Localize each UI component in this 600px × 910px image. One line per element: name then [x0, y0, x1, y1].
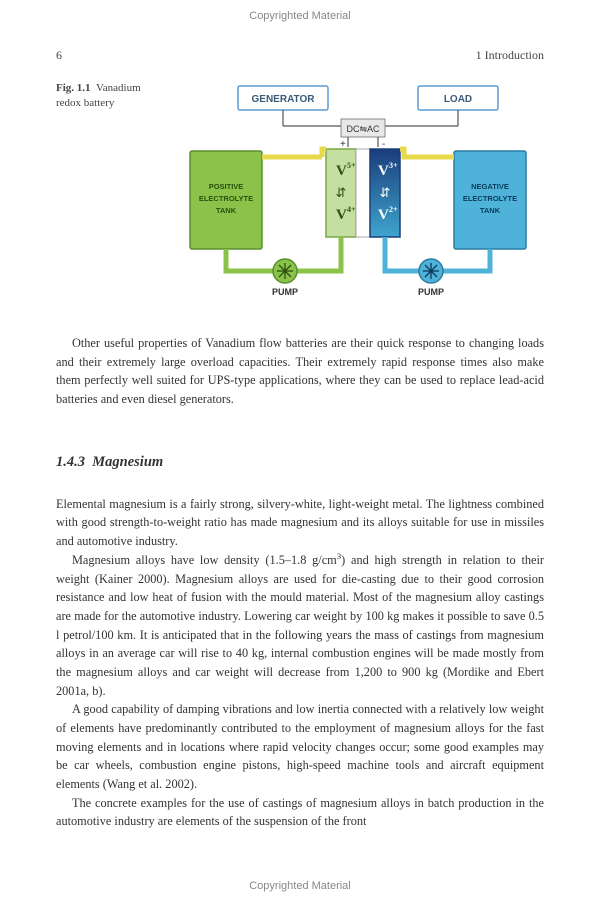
v3-sup: 3+: [389, 161, 398, 170]
para-3: Magnesium alloys have low density (1.5–1…: [56, 551, 544, 701]
chapter-label: 1 Introduction: [476, 48, 544, 63]
v4-label: V: [336, 207, 347, 223]
v5-sup: 5+: [347, 161, 356, 170]
neg-tank-l2: ELECTROLYTE: [463, 194, 517, 203]
load-label: LOAD: [444, 94, 472, 105]
v2-label: V: [378, 207, 389, 223]
para-4: A good capability of damping vibrations …: [56, 700, 544, 793]
para-1: Other useful properties of Vanadium flow…: [56, 334, 544, 409]
figure-label: Fig. 1.1: [56, 82, 91, 94]
v3-label: V: [378, 163, 389, 179]
pos-tank-l3: TANK: [216, 206, 237, 215]
pump-right-label: PUMP: [418, 287, 444, 297]
v2-sup: 2+: [389, 205, 398, 214]
v5-label: V: [336, 163, 347, 179]
body-text: Other useful properties of Vanadium flow…: [56, 334, 544, 831]
figure-diagram: GENERATOR LOAD DC⇋AC + - POSITIVE: [178, 81, 544, 306]
page-content: 6 1 Introduction Fig. 1.1 Vanadium redox…: [56, 48, 544, 831]
generator-label: GENERATOR: [252, 94, 316, 105]
v4-sup: 4+: [347, 205, 356, 214]
section-number: 1.4.3: [56, 454, 85, 470]
figure-block: Fig. 1.1 Vanadium redox battery GENERATO…: [56, 81, 544, 306]
battery-diagram-svg: GENERATOR LOAD DC⇋AC + - POSITIVE: [178, 81, 538, 301]
running-header: 6 1 Introduction: [56, 48, 544, 63]
section-title-text: Magnesium: [92, 454, 163, 470]
dcac-label: DC⇋AC: [346, 124, 380, 134]
neg-arrows: ⇵: [380, 185, 391, 200]
pos-tank-l1: POSITIVE: [209, 182, 244, 191]
watermark-top: Copyrighted Material: [249, 10, 351, 22]
watermark-bottom: Copyrighted Material: [249, 880, 351, 892]
para-5: The concrete examples for the use of cas…: [56, 794, 544, 831]
para-2: Elemental magnesium is a fairly strong, …: [56, 495, 544, 551]
neg-tank-l1: NEGATIVE: [471, 182, 509, 191]
pos-tank-l2: ELECTROLYTE: [199, 194, 253, 203]
pos-arrows: ⇵: [336, 185, 347, 200]
section-heading: 1.4.3 Magnesium: [56, 451, 544, 473]
page-number: 6: [56, 48, 62, 63]
neg-tank-l3: TANK: [480, 206, 501, 215]
pump-left-label: PUMP: [272, 287, 298, 297]
figure-caption: Fig. 1.1 Vanadium redox battery: [56, 81, 166, 111]
